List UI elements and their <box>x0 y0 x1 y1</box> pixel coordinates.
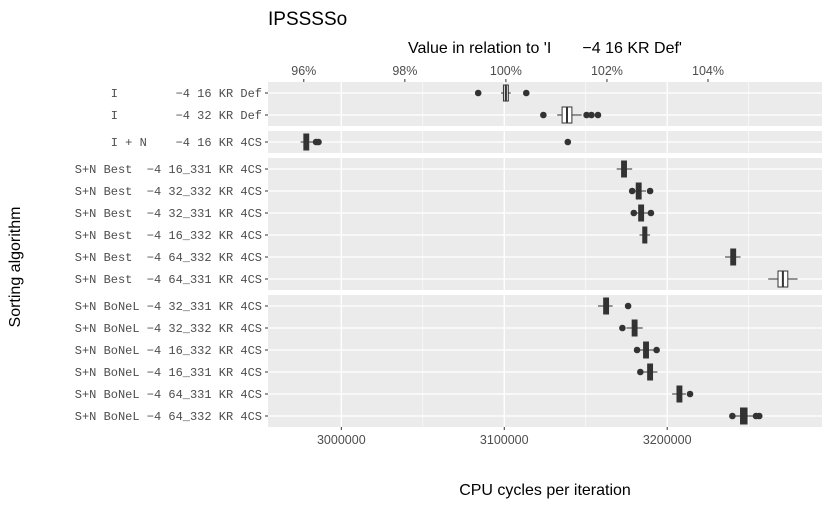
category-label: S+N BoNeL −4 64_332 KR 4CS <box>75 410 262 424</box>
outlier-point <box>583 111 590 119</box>
x2-tick-label: 98% <box>392 64 417 78</box>
box-plot <box>300 133 572 151</box>
box-plot <box>597 297 632 315</box>
x-tick-label: 3000000 <box>317 433 366 447</box>
y-axis-ticks: I −4 16 KR Def I −4 32 KR Def I + N −4 16 … <box>75 87 268 424</box>
box-plot <box>540 106 602 124</box>
outlier-point <box>729 412 736 420</box>
panel-background <box>268 158 822 290</box>
x-tick-label: 3100000 <box>480 433 529 447</box>
y-axis-label: Sorting algorithm <box>7 207 24 328</box>
category-label: S+N Best −4 64_332 KR 4CS <box>75 251 262 265</box>
x2-tick-label: 96% <box>291 64 316 78</box>
facet-panel <box>268 295 822 427</box>
outlier-point <box>755 412 763 420</box>
x2-axis-ticks: 96% 98% 100% 102% 104% <box>291 64 724 82</box>
facet-panel <box>268 82 822 126</box>
category-label: S+N BoNeL −4 32_332 KR 4CS <box>75 322 262 336</box>
facet-panel <box>268 131 822 153</box>
outlier-point <box>522 89 530 97</box>
category-label: S+N BoNeL −4 64_331 KR 4CS <box>75 388 262 402</box>
category-label: S+N BoNeL −4 16_332 KR 4CS <box>75 344 262 358</box>
outlier-point <box>594 111 602 119</box>
box-plot <box>630 204 655 222</box>
chart-title: IPSSSSo <box>268 9 347 30</box>
x2-axis-label: Value in relation to 'I −4 16 KR Def' <box>408 40 682 57</box>
outlier-point <box>564 138 572 146</box>
category-label: S+N Best −4 32_332 KR 4CS <box>75 185 262 199</box>
box-plot <box>637 363 658 381</box>
x-axis-label: CPU cycles per iteration <box>459 482 631 499</box>
x-tick-label: 3200000 <box>643 433 692 447</box>
facet-panel <box>268 158 822 290</box>
outlier-point <box>686 390 694 398</box>
x2-tick-label: 100% <box>490 64 522 78</box>
category-label: S+N Best −4 32_331 KR 4CS <box>75 207 262 221</box>
box-plot <box>633 341 660 359</box>
outlier-point <box>474 89 482 97</box>
panel-background <box>268 82 822 126</box>
box-plot <box>725 248 741 266</box>
box-plot <box>639 226 651 244</box>
box-plot <box>616 160 633 178</box>
outlier-point <box>653 346 660 354</box>
outlier-point <box>630 209 638 217</box>
outlier-point <box>619 324 626 332</box>
outlier-point <box>637 368 644 376</box>
category-label: S+N Best −4 64_331 KR 4CS <box>75 273 262 287</box>
box-plot <box>628 182 654 200</box>
category-label: I −4 16 KR Def <box>111 87 262 101</box>
category-label: I + N −4 16 KR 4CS <box>111 136 262 150</box>
category-label: S+N BoNeL −4 16_331 KR 4CS <box>75 366 262 380</box>
box-plot <box>672 385 694 403</box>
category-label: S+N Best −4 16_331 KR 4CS <box>75 163 262 177</box>
outlier-point <box>628 187 636 195</box>
box-plot <box>474 84 530 102</box>
x-axis-ticks: 3000000 3100000 3200000 <box>317 427 692 447</box>
outlier-point <box>624 302 632 310</box>
category-label: S+N Best −4 16_332 KR 4CS <box>75 229 262 243</box>
category-label: S+N BoNeL −4 32_331 KR 4CS <box>75 300 262 314</box>
category-label: I −4 32 KR Def <box>111 109 262 123</box>
outlier-point <box>540 111 547 119</box>
outlier-point <box>315 138 322 146</box>
outlier-point <box>646 187 654 195</box>
box-plot <box>768 270 798 288</box>
x2-tick-label: 104% <box>692 64 724 78</box>
outlier-point <box>647 209 655 217</box>
panel-background <box>268 295 822 427</box>
chart-panels <box>268 82 822 427</box>
box-plot <box>619 319 643 337</box>
outlier-point <box>588 111 595 119</box>
box-plot <box>729 407 763 425</box>
outlier-point <box>633 346 641 354</box>
x2-tick-label: 102% <box>591 64 623 78</box>
